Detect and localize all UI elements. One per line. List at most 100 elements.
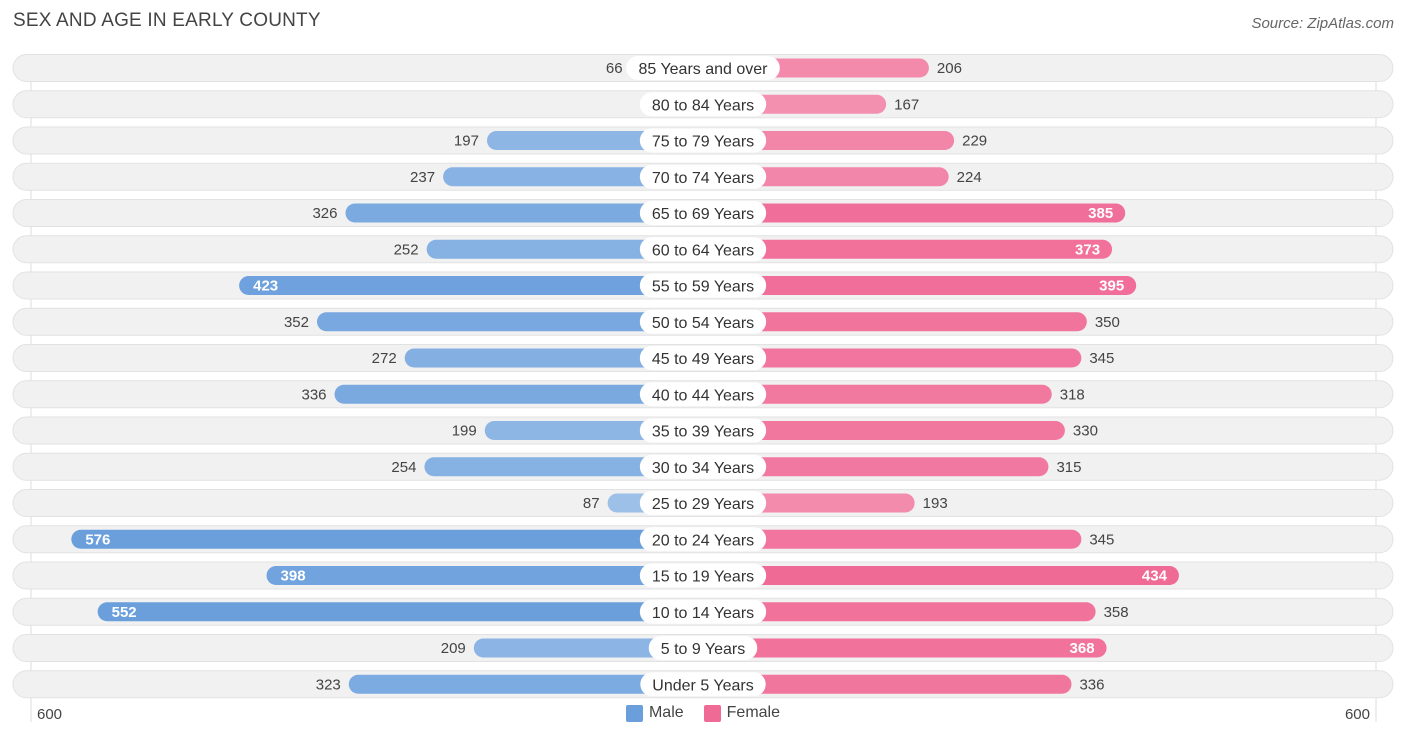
category-label: 40 to 44 Years xyxy=(652,387,754,404)
bar-female xyxy=(703,276,1137,295)
category-pill xyxy=(639,201,767,225)
bar-male xyxy=(71,529,703,549)
bar-female xyxy=(703,674,1072,694)
source-label: Source: ZipAtlas.com xyxy=(1251,15,1394,32)
bar-male xyxy=(239,276,704,295)
category-label: 20 to 24 Years xyxy=(652,532,754,549)
category-label: 30 to 34 Years xyxy=(652,460,754,477)
category-label: 75 to 79 Years xyxy=(652,134,754,151)
bar-female xyxy=(703,203,1126,223)
category-label: 70 to 74 Years xyxy=(652,170,754,187)
value-label-male: 66 xyxy=(606,60,623,77)
value-label-female: 345 xyxy=(1089,531,1114,548)
bar-female xyxy=(703,239,1113,259)
value-label-female: 330 xyxy=(1073,423,1098,440)
category-label: Under 5 Years xyxy=(652,677,753,694)
category-pill xyxy=(639,273,767,298)
value-label-female: 358 xyxy=(1104,604,1129,621)
category-pill xyxy=(640,672,766,697)
category-label: 60 to 64 Years xyxy=(652,242,754,259)
value-label-male: 199 xyxy=(452,423,477,440)
category-pill xyxy=(639,346,767,370)
bar-male xyxy=(473,638,703,658)
bar-female xyxy=(703,602,1096,622)
value-label-male: 87 xyxy=(583,495,600,512)
category-label: 65 to 69 Years xyxy=(652,206,754,223)
category-label: 35 to 39 Years xyxy=(652,424,754,441)
value-label-male: 352 xyxy=(284,314,309,331)
value-label-male: 197 xyxy=(454,133,479,150)
value-label-male: 576 xyxy=(85,531,110,548)
legend-swatch-female xyxy=(703,704,721,722)
category-pill xyxy=(626,56,780,80)
category-pill xyxy=(639,92,767,117)
category-label: 85 Years and over xyxy=(639,61,769,78)
bar-female xyxy=(703,131,955,150)
value-label-female: 385 xyxy=(1088,205,1113,222)
category-pill xyxy=(639,599,767,624)
category-label: 25 to 29 Years xyxy=(652,496,754,513)
legend-swatch-male xyxy=(625,704,643,722)
bar-female xyxy=(703,312,1087,332)
value-label-male: 423 xyxy=(253,278,278,295)
category-label: 15 to 19 Years xyxy=(652,569,754,586)
value-label-male: 398 xyxy=(281,568,306,585)
bar-female xyxy=(703,348,1082,368)
legend-item-male[interactable]: Male xyxy=(625,704,684,722)
category-label: 5 to 9 Years xyxy=(661,641,746,658)
value-label-male: 336 xyxy=(301,386,326,403)
value-label-female: 350 xyxy=(1095,314,1120,331)
value-label-male: 237 xyxy=(410,169,435,186)
chart-title: SEX AND AGE IN EARLY COUNTY xyxy=(13,10,321,31)
category-label: 80 to 84 Years xyxy=(652,97,754,114)
legend-label-male: Male xyxy=(648,704,684,721)
bar-male xyxy=(426,239,703,259)
value-label-female: 336 xyxy=(1079,676,1104,693)
bar-female xyxy=(703,529,1082,549)
category-pill xyxy=(639,237,767,262)
axis-right-label: 600 xyxy=(1344,706,1370,723)
bar-male xyxy=(424,457,703,477)
value-label-male: 252 xyxy=(394,241,419,258)
category-pill xyxy=(639,309,767,334)
category-pill xyxy=(639,382,767,407)
category-pill xyxy=(639,491,767,515)
bar-male xyxy=(348,674,703,694)
value-label-female: 373 xyxy=(1075,241,1100,258)
value-label-female: 193 xyxy=(923,495,948,512)
value-label-female: 167 xyxy=(894,96,919,113)
bar-male xyxy=(316,312,703,332)
value-label-female: 368 xyxy=(1070,640,1095,657)
category-pill xyxy=(639,563,767,588)
legend-item-female[interactable]: Female xyxy=(703,704,780,722)
category-label: 10 to 14 Years xyxy=(652,605,754,622)
value-label-female: 395 xyxy=(1099,278,1124,295)
legend: Male Female xyxy=(0,704,1406,722)
bar-female xyxy=(703,638,1107,658)
value-label-female: 206 xyxy=(937,60,962,77)
value-label-female: 315 xyxy=(1056,459,1081,476)
bar-male xyxy=(443,167,703,187)
value-label-male: 254 xyxy=(391,459,416,476)
value-label-male: 209 xyxy=(441,640,466,657)
category-pill xyxy=(639,454,767,479)
value-label-female: 434 xyxy=(1142,568,1168,585)
category-pill xyxy=(639,164,767,189)
bar-male xyxy=(345,203,703,223)
value-label-male: 326 xyxy=(312,205,337,222)
bar-female xyxy=(703,384,1052,404)
category-pill xyxy=(648,636,758,660)
category-label: 45 to 49 Years xyxy=(652,351,754,368)
bar-female xyxy=(703,566,1179,585)
value-label-female: 229 xyxy=(962,133,987,150)
bar-male xyxy=(404,348,703,368)
bar-male xyxy=(97,602,703,622)
bar-female xyxy=(703,457,1049,477)
value-label-female: 318 xyxy=(1060,386,1085,403)
value-label-male: 272 xyxy=(372,350,397,367)
value-label-male: 552 xyxy=(112,604,137,621)
category-pill xyxy=(639,527,767,552)
bar-male xyxy=(334,384,703,404)
category-label: 55 to 59 Years xyxy=(652,279,754,296)
